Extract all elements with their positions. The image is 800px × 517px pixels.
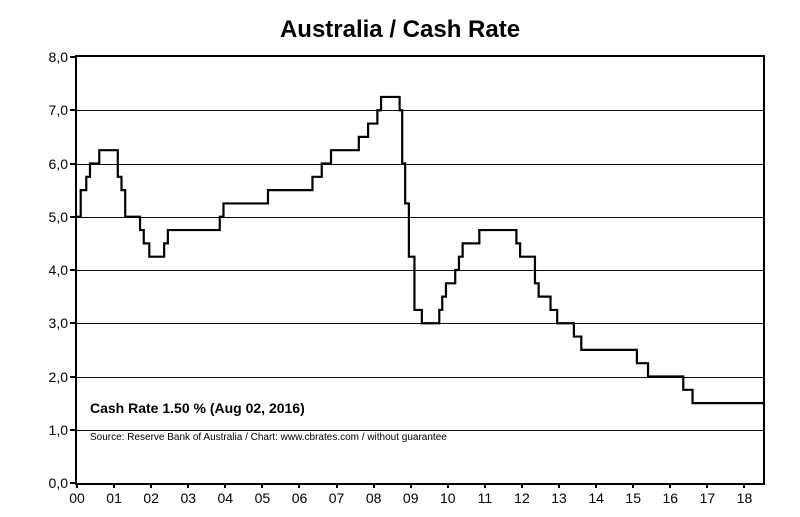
x-tick-label: 04 bbox=[218, 490, 234, 506]
x-tick bbox=[558, 483, 560, 488]
y-gridline bbox=[75, 110, 765, 111]
x-tick bbox=[521, 483, 523, 488]
x-tick-label: 00 bbox=[69, 490, 85, 506]
y-tick-label: 6,0 bbox=[28, 156, 68, 172]
y-tick-label: 4,0 bbox=[28, 262, 68, 278]
x-tick bbox=[632, 483, 634, 488]
x-tick-label: 09 bbox=[403, 490, 419, 506]
y-tick-label: 7,0 bbox=[28, 102, 68, 118]
x-tick bbox=[373, 483, 375, 488]
x-tick-label: 16 bbox=[663, 490, 679, 506]
x-tick bbox=[150, 483, 152, 488]
y-tick bbox=[70, 482, 75, 484]
x-tick bbox=[447, 483, 449, 488]
x-tick bbox=[336, 483, 338, 488]
x-tick bbox=[298, 483, 300, 488]
y-tick-label: 3,0 bbox=[28, 315, 68, 331]
y-gridline bbox=[75, 164, 765, 165]
y-gridline bbox=[75, 323, 765, 324]
x-tick-label: 03 bbox=[180, 490, 196, 506]
x-tick bbox=[224, 483, 226, 488]
y-tick bbox=[70, 56, 75, 58]
chart-container: Australia / Cash Rate Cash Rate 1.50 % (… bbox=[0, 0, 800, 517]
source-caption: Source: Reserve Bank of Australia / Char… bbox=[90, 432, 447, 443]
x-tick-label: 15 bbox=[625, 490, 641, 506]
x-tick bbox=[261, 483, 263, 488]
x-tick bbox=[76, 483, 78, 488]
y-tick-label: 2,0 bbox=[28, 369, 68, 385]
y-tick-label: 8,0 bbox=[28, 49, 68, 65]
x-tick bbox=[706, 483, 708, 488]
x-tick bbox=[113, 483, 115, 488]
y-gridline bbox=[75, 217, 765, 218]
x-tick-label: 01 bbox=[106, 490, 122, 506]
y-tick-label: 1,0 bbox=[28, 422, 68, 438]
x-tick-label: 17 bbox=[700, 490, 716, 506]
x-tick bbox=[669, 483, 671, 488]
x-tick-label: 13 bbox=[551, 490, 567, 506]
x-tick bbox=[484, 483, 486, 488]
x-tick-label: 12 bbox=[514, 490, 530, 506]
x-tick-label: 11 bbox=[478, 490, 493, 506]
y-gridline bbox=[75, 377, 765, 378]
x-tick-label: 08 bbox=[366, 490, 382, 506]
y-tick-label: 5,0 bbox=[28, 209, 68, 225]
y-gridline bbox=[75, 270, 765, 271]
x-tick-label: 14 bbox=[588, 490, 604, 506]
x-tick bbox=[410, 483, 412, 488]
y-gridline bbox=[75, 430, 765, 431]
x-tick-label: 07 bbox=[329, 490, 345, 506]
y-tick-label: 0,0 bbox=[28, 475, 68, 491]
x-tick-label: 18 bbox=[737, 490, 753, 506]
x-tick-label: 05 bbox=[255, 490, 271, 506]
cash-rate-annotation: Cash Rate 1.50 % (Aug 02, 2016) bbox=[90, 400, 305, 416]
x-tick-label: 10 bbox=[440, 490, 456, 506]
x-tick bbox=[743, 483, 745, 488]
x-tick bbox=[187, 483, 189, 488]
x-tick-label: 06 bbox=[292, 490, 308, 506]
x-tick bbox=[595, 483, 597, 488]
chart-title: Australia / Cash Rate bbox=[0, 16, 800, 44]
x-tick-label: 02 bbox=[143, 490, 159, 506]
